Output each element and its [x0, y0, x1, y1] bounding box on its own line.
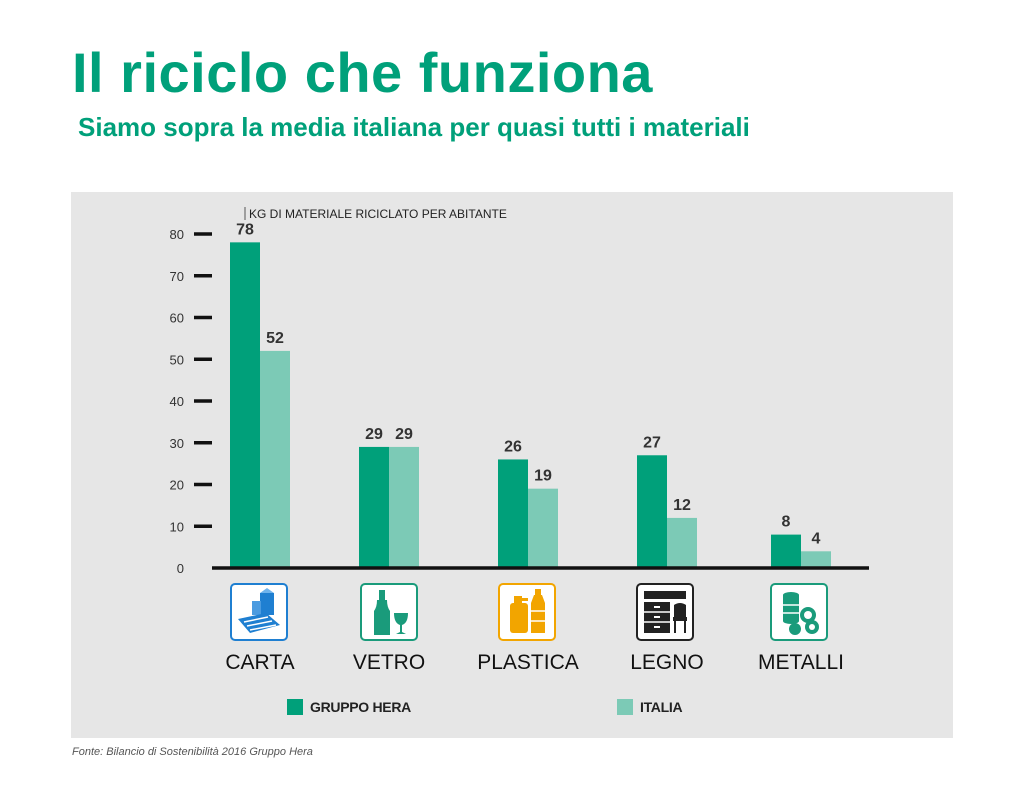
page-subtitle: Siamo sopra la media italiana per quasi …	[78, 112, 750, 142]
bar-value-label: 19	[534, 468, 552, 485]
y-tick-label: 80	[170, 227, 184, 242]
plastic-bottle-icon	[498, 583, 556, 641]
legend-swatch-italia	[617, 699, 633, 715]
y-tick-label: 50	[170, 352, 184, 367]
bar-value-label: 29	[395, 426, 413, 443]
y-tick-label: 60	[170, 311, 184, 326]
glass-bottle-icon	[360, 583, 418, 641]
legend-swatch-gruppo-hera	[287, 699, 303, 715]
y-axis-title: KG DI MATERIALE RICICLATO PER ABITANTE	[249, 207, 507, 221]
x-category-label: PLASTICA	[477, 651, 579, 674]
bar-carta-italia	[260, 350, 290, 568]
bar-value-label: 52	[266, 330, 284, 347]
bar-metalli-italia	[801, 551, 831, 568]
metal-cans-icon	[770, 583, 828, 641]
bar-plastica-gruppo-hera	[498, 459, 528, 568]
page-title: Il riciclo che funziona	[72, 41, 653, 104]
legend-label-gruppo-hera: GRUPPO HERA	[310, 699, 411, 715]
y-tick-label: 0	[177, 561, 184, 576]
bar-legno-italia	[667, 517, 697, 568]
paper-carton-icon	[230, 583, 288, 641]
bar-vetro-italia	[389, 446, 419, 568]
source-note: Fonte: Bilancio di Sostenibilità 2016 Gr…	[72, 746, 313, 758]
bar-value-label: 12	[673, 497, 691, 514]
bar-value-label: 4	[812, 530, 821, 547]
y-tick-label: 20	[170, 478, 184, 493]
bar-carta-gruppo-hera	[230, 242, 260, 568]
x-category-label: CARTA	[225, 651, 294, 674]
bar-vetro-gruppo-hera	[359, 446, 389, 568]
legend-item-italia: ITALIA	[617, 699, 683, 715]
y-tick-label: 10	[170, 519, 184, 534]
y-tick-label: 30	[170, 436, 184, 451]
wood-furniture-icon	[636, 583, 694, 641]
legend-item-gruppo-hera: GRUPPO HERA	[287, 699, 411, 715]
bar-value-label: 27	[643, 434, 661, 451]
bar-value-label: 26	[504, 438, 522, 455]
bar-value-label: 78	[236, 221, 254, 238]
bar-plastica-italia	[528, 488, 558, 568]
y-tick-label: 40	[170, 394, 184, 409]
bar-legno-gruppo-hera	[637, 455, 667, 568]
bar-value-label: 8	[782, 514, 791, 531]
x-category-label: VETRO	[353, 651, 425, 674]
y-tick-label: 70	[170, 269, 184, 284]
x-category-label: LEGNO	[630, 651, 704, 674]
legend-label-italia: ITALIA	[640, 699, 683, 715]
x-category-label: METALLI	[758, 651, 844, 674]
bar-value-label: 29	[365, 426, 383, 443]
bar-metalli-gruppo-hera	[771, 534, 801, 568]
